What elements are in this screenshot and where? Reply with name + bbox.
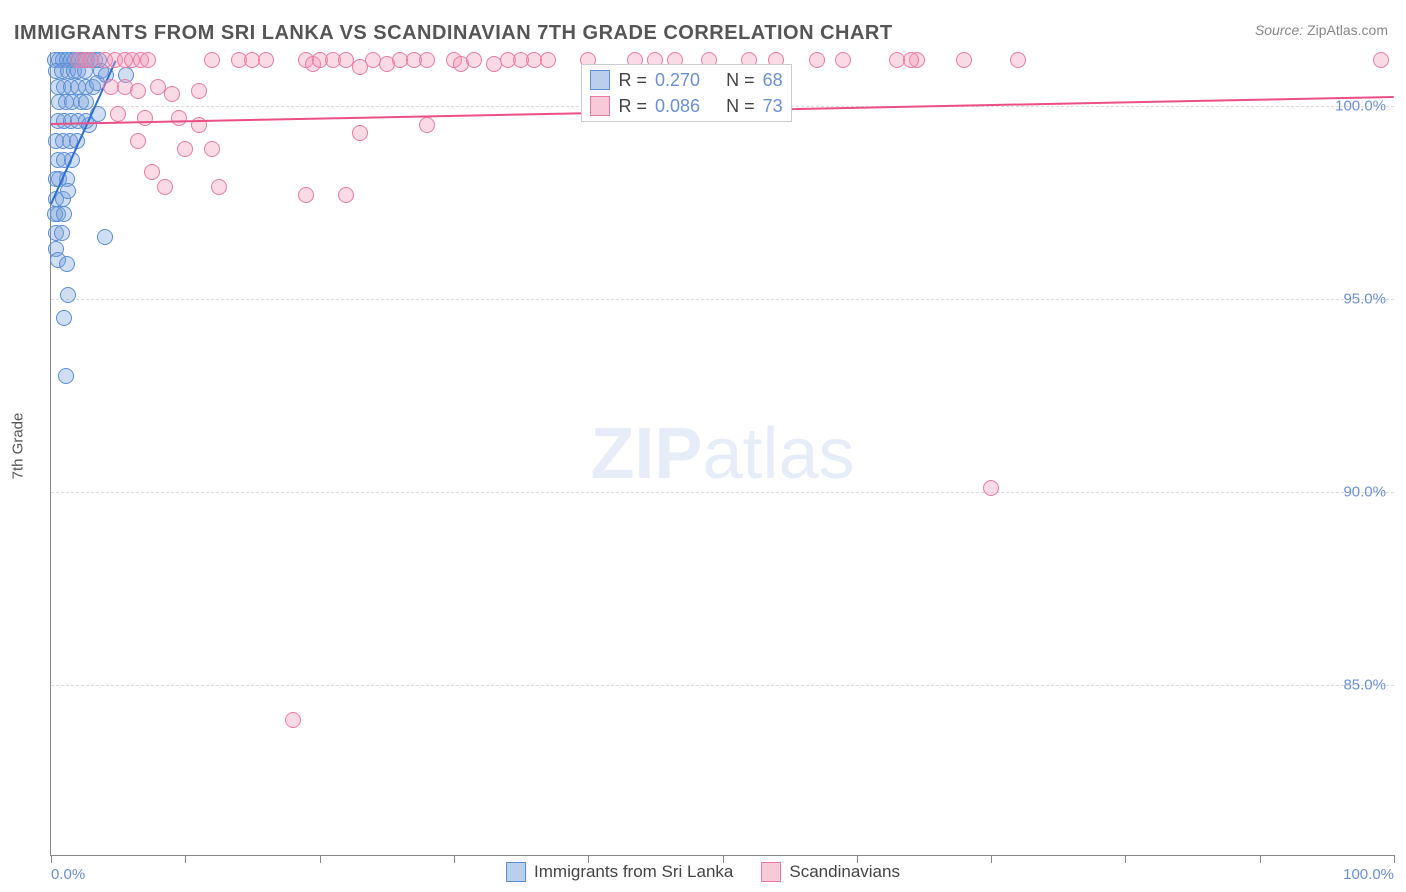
x-tick xyxy=(1260,855,1261,863)
data-point xyxy=(466,52,482,68)
chart-title: IMMIGRANTS FROM SRI LANKA VS SCANDINAVIA… xyxy=(14,22,893,45)
data-point xyxy=(338,187,354,203)
x-tick xyxy=(1394,855,1395,863)
watermark: ZIPatlas xyxy=(590,413,854,495)
n-label: N = xyxy=(726,67,755,93)
data-point xyxy=(177,141,193,157)
x-tick xyxy=(51,855,52,863)
data-point xyxy=(1010,52,1026,68)
gridline xyxy=(51,685,1394,686)
x-tick-label: 0.0% xyxy=(51,866,85,883)
data-point xyxy=(903,52,919,68)
y-axis-label: 7th Grade xyxy=(10,413,27,480)
series-legend: Immigrants from Sri Lanka Scandinavians xyxy=(506,862,900,882)
data-point xyxy=(59,256,75,272)
data-point xyxy=(419,117,435,133)
data-point xyxy=(60,287,76,303)
data-point xyxy=(97,229,113,245)
watermark-bold: ZIP xyxy=(590,414,702,494)
gridline xyxy=(51,299,1394,300)
r-label: R = xyxy=(618,93,647,119)
data-point xyxy=(419,52,435,68)
source-value: ZipAtlas.com xyxy=(1307,22,1388,38)
data-point xyxy=(144,164,160,180)
watermark-light: atlas xyxy=(702,414,854,494)
data-point xyxy=(191,83,207,99)
legend-item: Scandinavians xyxy=(761,862,900,882)
source-attribution: Source: ZipAtlas.com xyxy=(1255,22,1388,38)
data-point xyxy=(130,133,146,149)
data-point xyxy=(171,110,187,126)
n-value: 73 xyxy=(763,93,783,119)
x-tick-label: 100.0% xyxy=(1343,866,1394,883)
data-point xyxy=(540,52,556,68)
data-point xyxy=(352,125,368,141)
data-point xyxy=(258,52,274,68)
data-point xyxy=(56,310,72,326)
legend-swatch xyxy=(506,862,526,882)
legend-label: Immigrants from Sri Lanka xyxy=(534,862,733,882)
data-point xyxy=(809,52,825,68)
gridline xyxy=(51,492,1394,493)
data-point xyxy=(285,712,301,728)
series-swatch xyxy=(590,70,610,90)
y-tick-label: 90.0% xyxy=(1343,484,1386,501)
data-point xyxy=(211,179,227,195)
data-point xyxy=(983,480,999,496)
correlation-stats-box: R = 0.270 N = 68 R = 0.086 N = 73 xyxy=(581,64,791,122)
x-tick xyxy=(1125,855,1126,863)
data-point xyxy=(54,225,70,241)
n-label: N = xyxy=(726,93,755,119)
legend-label: Scandinavians xyxy=(789,862,900,882)
legend-item: Immigrants from Sri Lanka xyxy=(506,862,733,882)
data-point xyxy=(56,206,72,222)
x-tick xyxy=(185,855,186,863)
data-point xyxy=(130,83,146,99)
data-point xyxy=(60,183,76,199)
x-tick xyxy=(454,855,455,863)
source-label: Source: xyxy=(1255,22,1303,38)
y-tick-label: 95.0% xyxy=(1343,291,1386,308)
x-tick xyxy=(991,855,992,863)
data-point xyxy=(164,86,180,102)
legend-swatch xyxy=(761,862,781,882)
scatter-plot-area: ZIPatlas 85.0%90.0%95.0%100.0%0.0%100.0%… xyxy=(50,52,1394,856)
y-tick-label: 100.0% xyxy=(1335,98,1386,115)
r-value: 0.086 xyxy=(655,93,700,119)
stats-row: R = 0.086 N = 73 xyxy=(590,93,782,119)
data-point xyxy=(298,187,314,203)
series-swatch xyxy=(590,96,610,116)
r-label: R = xyxy=(618,67,647,93)
data-point xyxy=(110,106,126,122)
data-point xyxy=(58,368,74,384)
x-tick xyxy=(320,855,321,863)
r-value: 0.270 xyxy=(655,67,700,93)
y-tick-label: 85.0% xyxy=(1343,677,1386,694)
data-point xyxy=(956,52,972,68)
data-point xyxy=(140,52,156,68)
n-value: 68 xyxy=(763,67,783,93)
data-point xyxy=(835,52,851,68)
data-point xyxy=(1373,52,1389,68)
data-point xyxy=(157,179,173,195)
stats-row: R = 0.270 N = 68 xyxy=(590,67,782,93)
data-point xyxy=(204,141,220,157)
data-point xyxy=(204,52,220,68)
